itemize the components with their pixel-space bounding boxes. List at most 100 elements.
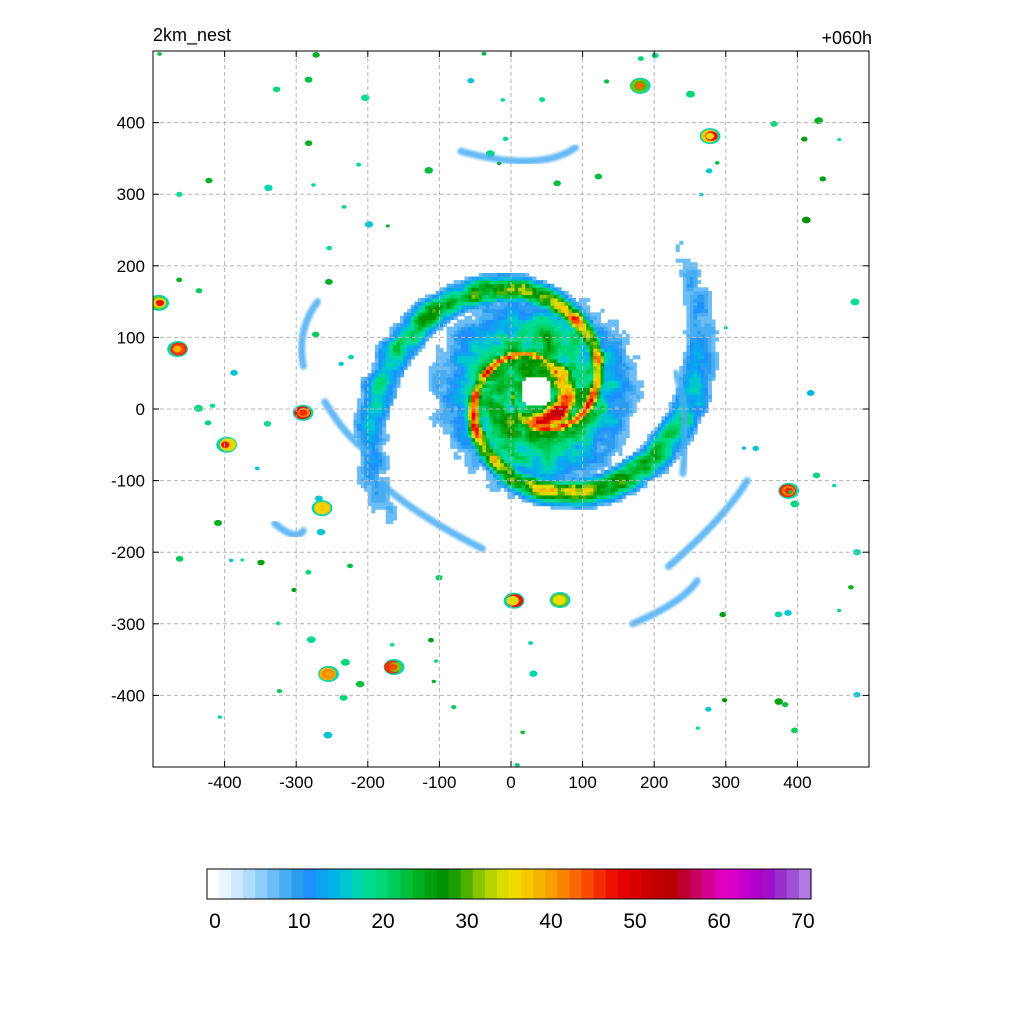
field-cell — [596, 473, 601, 478]
convective-cell — [806, 389, 815, 396]
field-cell — [521, 283, 526, 288]
field-cell — [421, 315, 426, 320]
field-cell — [686, 301, 691, 306]
field-cell — [639, 480, 644, 485]
field-cell — [410, 348, 415, 353]
field-cell — [464, 276, 469, 281]
field-cell — [596, 312, 601, 317]
field-cell — [600, 426, 605, 431]
field-cell — [528, 455, 533, 460]
field-cell — [586, 502, 591, 507]
field-cell — [550, 301, 555, 306]
field-cell — [471, 394, 476, 399]
field-cell — [357, 469, 362, 474]
field-cell — [500, 355, 505, 360]
field-cell — [564, 305, 569, 310]
field-cell — [625, 369, 630, 374]
field-cell — [464, 366, 469, 371]
field-cell — [403, 366, 408, 371]
field-cell — [582, 337, 587, 342]
field-cell — [450, 330, 455, 335]
field-cell — [496, 280, 501, 285]
field-cell — [582, 462, 587, 467]
field-cell — [460, 287, 465, 292]
field-cell — [400, 373, 405, 378]
field-cell — [528, 290, 533, 295]
field-cell — [564, 369, 569, 374]
field-cell — [600, 383, 605, 389]
field-cell — [511, 340, 516, 346]
convective-cell — [316, 528, 326, 536]
field-cell — [475, 466, 480, 471]
field-cell — [482, 448, 487, 453]
convective-cell — [848, 585, 854, 590]
field-cell — [550, 373, 555, 378]
field-cell — [511, 484, 516, 489]
field-cell — [561, 505, 566, 510]
field-cell — [607, 466, 612, 471]
field-cell — [546, 351, 551, 356]
field-cell — [417, 308, 422, 313]
field-cell — [468, 337, 473, 342]
convective-cell — [594, 173, 603, 180]
field-cell — [374, 437, 380, 442]
field-cell — [482, 412, 487, 417]
field-cell — [546, 312, 551, 317]
field-cell — [439, 323, 444, 328]
field-cell — [400, 326, 405, 331]
field-cell — [457, 298, 462, 303]
field-cell — [614, 409, 619, 414]
field-cell — [668, 451, 673, 457]
field-cell — [528, 315, 533, 320]
field-cell — [668, 444, 673, 449]
field-cell — [636, 383, 641, 389]
field-cell — [661, 437, 666, 442]
field-cell — [528, 405, 533, 410]
field-cell — [715, 337, 720, 342]
field-cell — [589, 376, 594, 381]
field-cell — [679, 441, 684, 446]
field-cell — [357, 426, 362, 431]
field-cell — [661, 451, 666, 457]
field-cell — [374, 366, 380, 371]
field-cell — [364, 394, 369, 399]
field-cell — [471, 412, 476, 417]
field-cell — [582, 355, 587, 360]
field-cell — [382, 344, 387, 349]
field-cell — [668, 409, 673, 414]
field-cell — [428, 387, 433, 392]
field-cell — [371, 487, 376, 492]
field-cell — [550, 330, 555, 335]
field-cell — [675, 437, 680, 442]
field-cell — [511, 369, 516, 374]
convective-cell — [229, 558, 234, 563]
field-cell — [482, 276, 487, 281]
field-cell — [639, 477, 644, 482]
field-cell — [371, 480, 376, 485]
field-cell — [453, 326, 458, 331]
field-cell — [382, 373, 387, 378]
field-cell — [518, 391, 523, 396]
field-cell — [700, 398, 705, 403]
field-cell — [546, 494, 551, 499]
field-cell — [582, 444, 587, 449]
field-cell — [557, 401, 562, 406]
colorbar-tick-label: 40 — [539, 910, 562, 933]
field-cell — [496, 340, 501, 346]
field-cell — [485, 376, 491, 381]
field-cell — [596, 337, 601, 342]
field-cell — [392, 509, 397, 514]
convective-cell — [176, 277, 183, 283]
field-cell — [471, 333, 476, 338]
field-cell — [500, 344, 505, 349]
field-cell — [639, 459, 644, 464]
field-cell — [521, 409, 526, 414]
field-cell — [589, 391, 594, 396]
field-cell — [539, 298, 544, 303]
field-cell — [496, 401, 501, 406]
field-cell — [621, 369, 627, 374]
field-cell — [385, 494, 390, 499]
field-cell — [704, 315, 709, 320]
field-cell — [564, 451, 569, 457]
field-cell — [557, 294, 562, 299]
